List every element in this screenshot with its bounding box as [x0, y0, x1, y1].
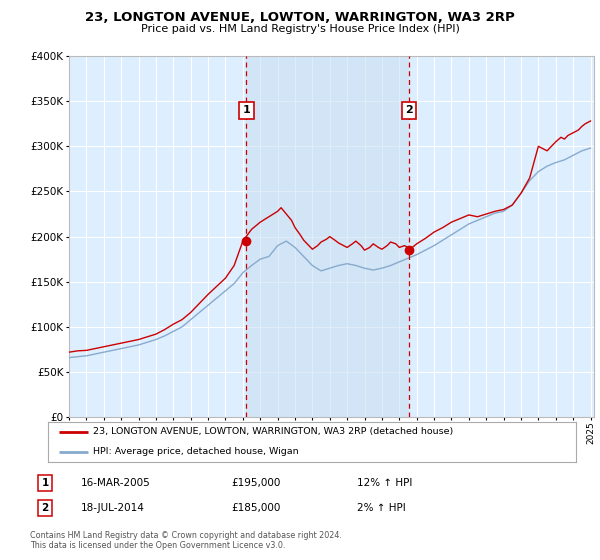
Bar — [247, 56, 409, 417]
Text: Contains HM Land Registry data © Crown copyright and database right 2024.
This d: Contains HM Land Registry data © Crown c… — [30, 531, 342, 550]
Text: £195,000: £195,000 — [231, 478, 280, 488]
Text: £185,000: £185,000 — [231, 503, 280, 513]
Text: 23, LONGTON AVENUE, LOWTON, WARRINGTON, WA3 2RP (detached house): 23, LONGTON AVENUE, LOWTON, WARRINGTON, … — [93, 427, 453, 436]
Text: 1: 1 — [242, 105, 250, 115]
Text: 12% ↑ HPI: 12% ↑ HPI — [357, 478, 412, 488]
Text: Price paid vs. HM Land Registry's House Price Index (HPI): Price paid vs. HM Land Registry's House … — [140, 24, 460, 34]
Text: 2: 2 — [41, 503, 49, 513]
Text: HPI: Average price, detached house, Wigan: HPI: Average price, detached house, Wiga… — [93, 447, 299, 456]
Text: 23, LONGTON AVENUE, LOWTON, WARRINGTON, WA3 2RP: 23, LONGTON AVENUE, LOWTON, WARRINGTON, … — [85, 11, 515, 24]
Text: 2: 2 — [405, 105, 413, 115]
Text: 18-JUL-2014: 18-JUL-2014 — [81, 503, 145, 513]
Text: 1: 1 — [41, 478, 49, 488]
Text: 2% ↑ HPI: 2% ↑ HPI — [357, 503, 406, 513]
Text: 16-MAR-2005: 16-MAR-2005 — [81, 478, 151, 488]
